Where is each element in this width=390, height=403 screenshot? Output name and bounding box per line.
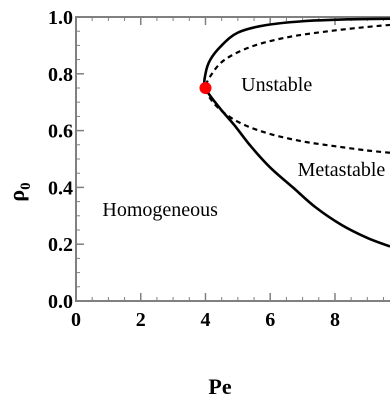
y-tick-label: 0.6 (48, 121, 73, 143)
y-axis-label: ρ0 (4, 182, 34, 201)
x-tick-label: 4 (200, 309, 210, 331)
tick-labels: 0 2 4 6 8 0.0 0.2 0.4 0.6 0.8 1.0 (48, 7, 340, 331)
x-tick-label: 2 (136, 309, 146, 331)
curves (199, 17, 390, 248)
region-label-homogeneous: Homogeneous (102, 199, 218, 221)
y-tick-label: 0.4 (48, 177, 73, 199)
axis-ticks (75, 16, 385, 302)
annotations: Unstable Metastable Homogeneous (102, 74, 385, 221)
region-label-unstable: Unstable (241, 74, 312, 96)
y-tick-label: 0.8 (48, 64, 73, 86)
y-axis-label-subscript: 0 (18, 182, 34, 190)
y-axis-label-symbol: ρ (4, 190, 29, 202)
binodal-curve-solid (203, 17, 390, 248)
y-tick-label: 0.2 (48, 234, 73, 256)
y-tick-label: 1.0 (48, 7, 73, 29)
critical-point-marker (199, 82, 212, 94)
y-tick-label: 0.0 (48, 291, 73, 313)
x-tick-label: 6 (265, 309, 275, 331)
x-tick-label: 8 (330, 309, 340, 331)
region-label-metastable: Metastable (298, 159, 386, 181)
x-tick-label: 0 (71, 309, 81, 331)
spinodal-curve-dashed (204, 23, 390, 154)
x-axis-label: Pe (208, 374, 231, 399)
